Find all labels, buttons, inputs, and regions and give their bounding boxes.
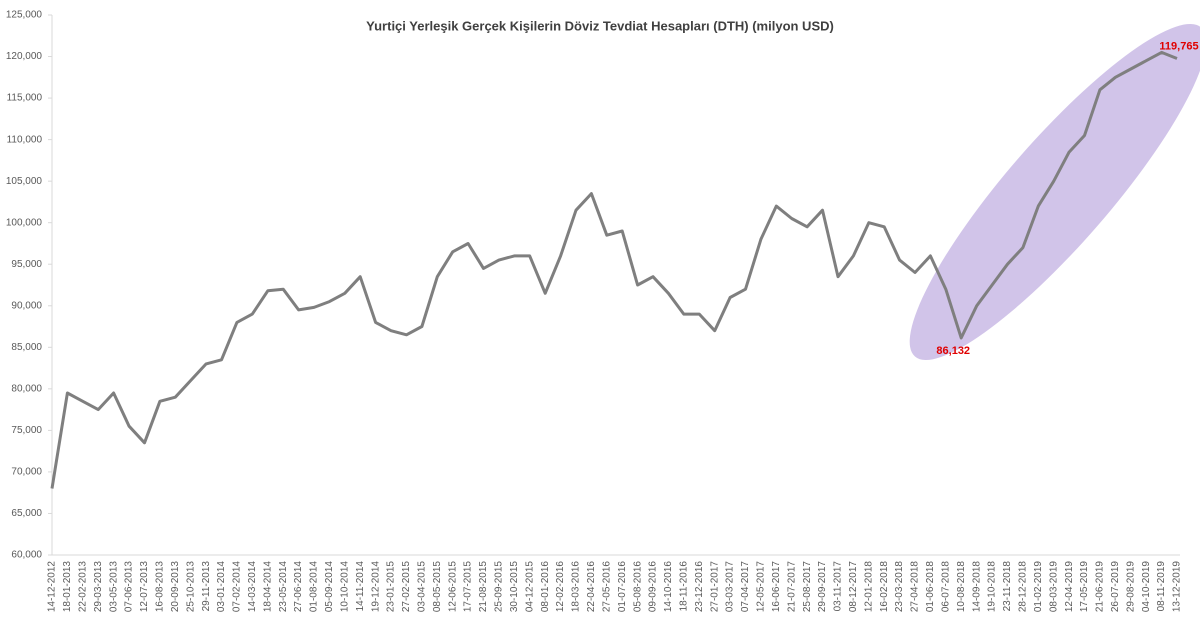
- x-tick-label: 23-12-2016: [694, 561, 705, 613]
- x-tick-label: 19-10-2018: [987, 561, 998, 613]
- x-tick-label: 03-11-2017: [833, 561, 844, 612]
- x-tick-label: 03-03-2017: [725, 561, 736, 613]
- x-tick-label: 12-01-2018: [863, 561, 874, 613]
- y-tick-label: 85,000: [11, 342, 42, 353]
- x-tick-label: 22-02-2013: [77, 561, 88, 613]
- x-tick-label: 12-02-2016: [555, 561, 566, 613]
- x-tick-label: 05-08-2016: [632, 561, 643, 613]
- y-tick-label: 60,000: [11, 550, 42, 561]
- x-tick-label: 22-04-2016: [586, 561, 597, 613]
- x-tick-label: 05-09-2014: [324, 561, 335, 613]
- x-tick-label: 01-02-2019: [1033, 561, 1044, 613]
- x-tick-label: 12-07-2013: [139, 561, 150, 613]
- x-tick-label: 27-06-2014: [293, 561, 304, 613]
- x-tick-label: 16-02-2018: [879, 561, 890, 613]
- series-line: [50, 50, 1178, 489]
- x-tick-label: 13-12-2019: [1172, 561, 1183, 613]
- x-tick-label: 18-03-2016: [571, 561, 582, 613]
- y-tick-label: 115,000: [7, 93, 43, 104]
- x-tick-label: 12-06-2015: [447, 561, 458, 613]
- x-tick-label: 25-08-2017: [802, 561, 813, 613]
- x-tick-label: 17-05-2019: [1079, 561, 1090, 613]
- highlight-ellipse: [909, 23, 1200, 361]
- x-tick-label: 18-01-2013: [62, 561, 73, 613]
- y-tick-label: 100,000: [6, 217, 43, 228]
- x-tick-label: 14-12-2012: [47, 561, 58, 613]
- y-tick-label: 75,000: [11, 425, 42, 436]
- y-tick-label: 120,000: [6, 51, 43, 62]
- x-tick-label: 01-07-2016: [617, 561, 628, 613]
- x-tick-label: 26-07-2019: [1110, 561, 1121, 613]
- x-tick-label: 23-05-2014: [278, 561, 289, 613]
- y-tick-label: 65,000: [11, 508, 42, 519]
- x-tick-label: 17-07-2015: [463, 561, 474, 613]
- x-tick-label: 04-10-2019: [1141, 561, 1152, 613]
- x-tick-label: 03-05-2013: [108, 561, 119, 613]
- x-tick-label: 14-11-2014: [355, 561, 366, 612]
- x-tick-label: 23-03-2018: [894, 561, 905, 613]
- x-tick-label: 27-01-2017: [709, 561, 720, 613]
- x-tick-label: 25-09-2015: [494, 561, 505, 613]
- x-tick-label: 29-03-2013: [93, 561, 104, 613]
- y-tick-label: 105,000: [6, 176, 43, 187]
- x-tick-label: 01-06-2018: [925, 561, 936, 613]
- x-tick-label: 27-04-2018: [910, 561, 921, 613]
- x-tick-label: 10-10-2014: [339, 561, 350, 613]
- x-tick-label: 21-08-2015: [478, 561, 489, 613]
- x-tick-label: 29-09-2017: [817, 561, 828, 613]
- chart-title: Yurtiçi Yerleşik Gerçek Kişilerin Döviz …: [366, 18, 834, 33]
- x-tick-label: 29-08-2019: [1125, 561, 1136, 613]
- x-tick-label: 07-04-2017: [740, 561, 751, 613]
- y-tick-label: 125,000: [6, 10, 43, 21]
- x-tick-label: 18-04-2014: [262, 561, 273, 613]
- x-tick-label: 08-11-2019: [1156, 561, 1167, 612]
- x-tick-label: 03-04-2015: [417, 561, 428, 613]
- x-tick-label: 03-01-2014: [216, 561, 227, 613]
- x-tick-label: 14-10-2016: [663, 561, 674, 613]
- y-tick-label: 80,000: [11, 383, 42, 394]
- x-tick-label: 04-12-2015: [524, 561, 535, 613]
- x-tick-label: 16-08-2013: [155, 561, 166, 613]
- x-tick-label: 18-11-2016: [678, 561, 689, 612]
- x-tick-label: 08-05-2015: [432, 561, 443, 613]
- x-tick-label: 14-03-2014: [247, 561, 258, 613]
- x-tick-label: 14-09-2018: [971, 561, 982, 613]
- x-tick-label: 16-06-2017: [771, 561, 782, 613]
- x-tick-label: 12-04-2019: [1064, 561, 1075, 613]
- x-tick-label: 08-12-2017: [848, 561, 859, 613]
- x-tick-label: 23-11-2018: [1002, 561, 1013, 612]
- x-tick-label: 23-01-2015: [386, 561, 397, 613]
- value-label: 119,765: [1159, 40, 1198, 52]
- x-tick-label: 06-07-2018: [940, 561, 951, 613]
- y-tick-label: 110,000: [7, 134, 43, 145]
- x-tick-label: 09-09-2016: [648, 561, 659, 613]
- x-tick-label: 27-05-2016: [601, 561, 612, 613]
- x-tick-label: 20-09-2013: [170, 561, 181, 613]
- x-tick-label: 25-10-2013: [185, 561, 196, 613]
- x-tick-label: 08-03-2019: [1048, 561, 1059, 613]
- x-tick-label: 07-06-2013: [124, 561, 135, 613]
- x-tick-label: 28-12-2018: [1018, 561, 1029, 613]
- y-tick-label: 95,000: [11, 259, 42, 270]
- x-tick-label: 21-06-2019: [1095, 561, 1106, 613]
- x-tick-label: 12-05-2017: [756, 561, 767, 613]
- x-tick-label: 30-10-2015: [509, 561, 520, 613]
- x-tick-label: 27-02-2015: [401, 561, 412, 613]
- x-tick-label: 10-08-2018: [956, 561, 967, 613]
- x-tick-label: 21-07-2017: [786, 561, 797, 613]
- x-tick-label: 01-08-2014: [309, 561, 320, 613]
- y-tick-label: 70,000: [11, 467, 42, 478]
- x-tick-label: 19-12-2014: [370, 561, 381, 613]
- x-tick-label: 29-11-2013: [201, 561, 212, 612]
- value-label: 86,132: [936, 345, 970, 357]
- x-tick-label: 08-01-2016: [540, 561, 551, 613]
- y-tick-label: 90,000: [11, 300, 42, 311]
- x-tick-label: 07-02-2014: [232, 561, 243, 613]
